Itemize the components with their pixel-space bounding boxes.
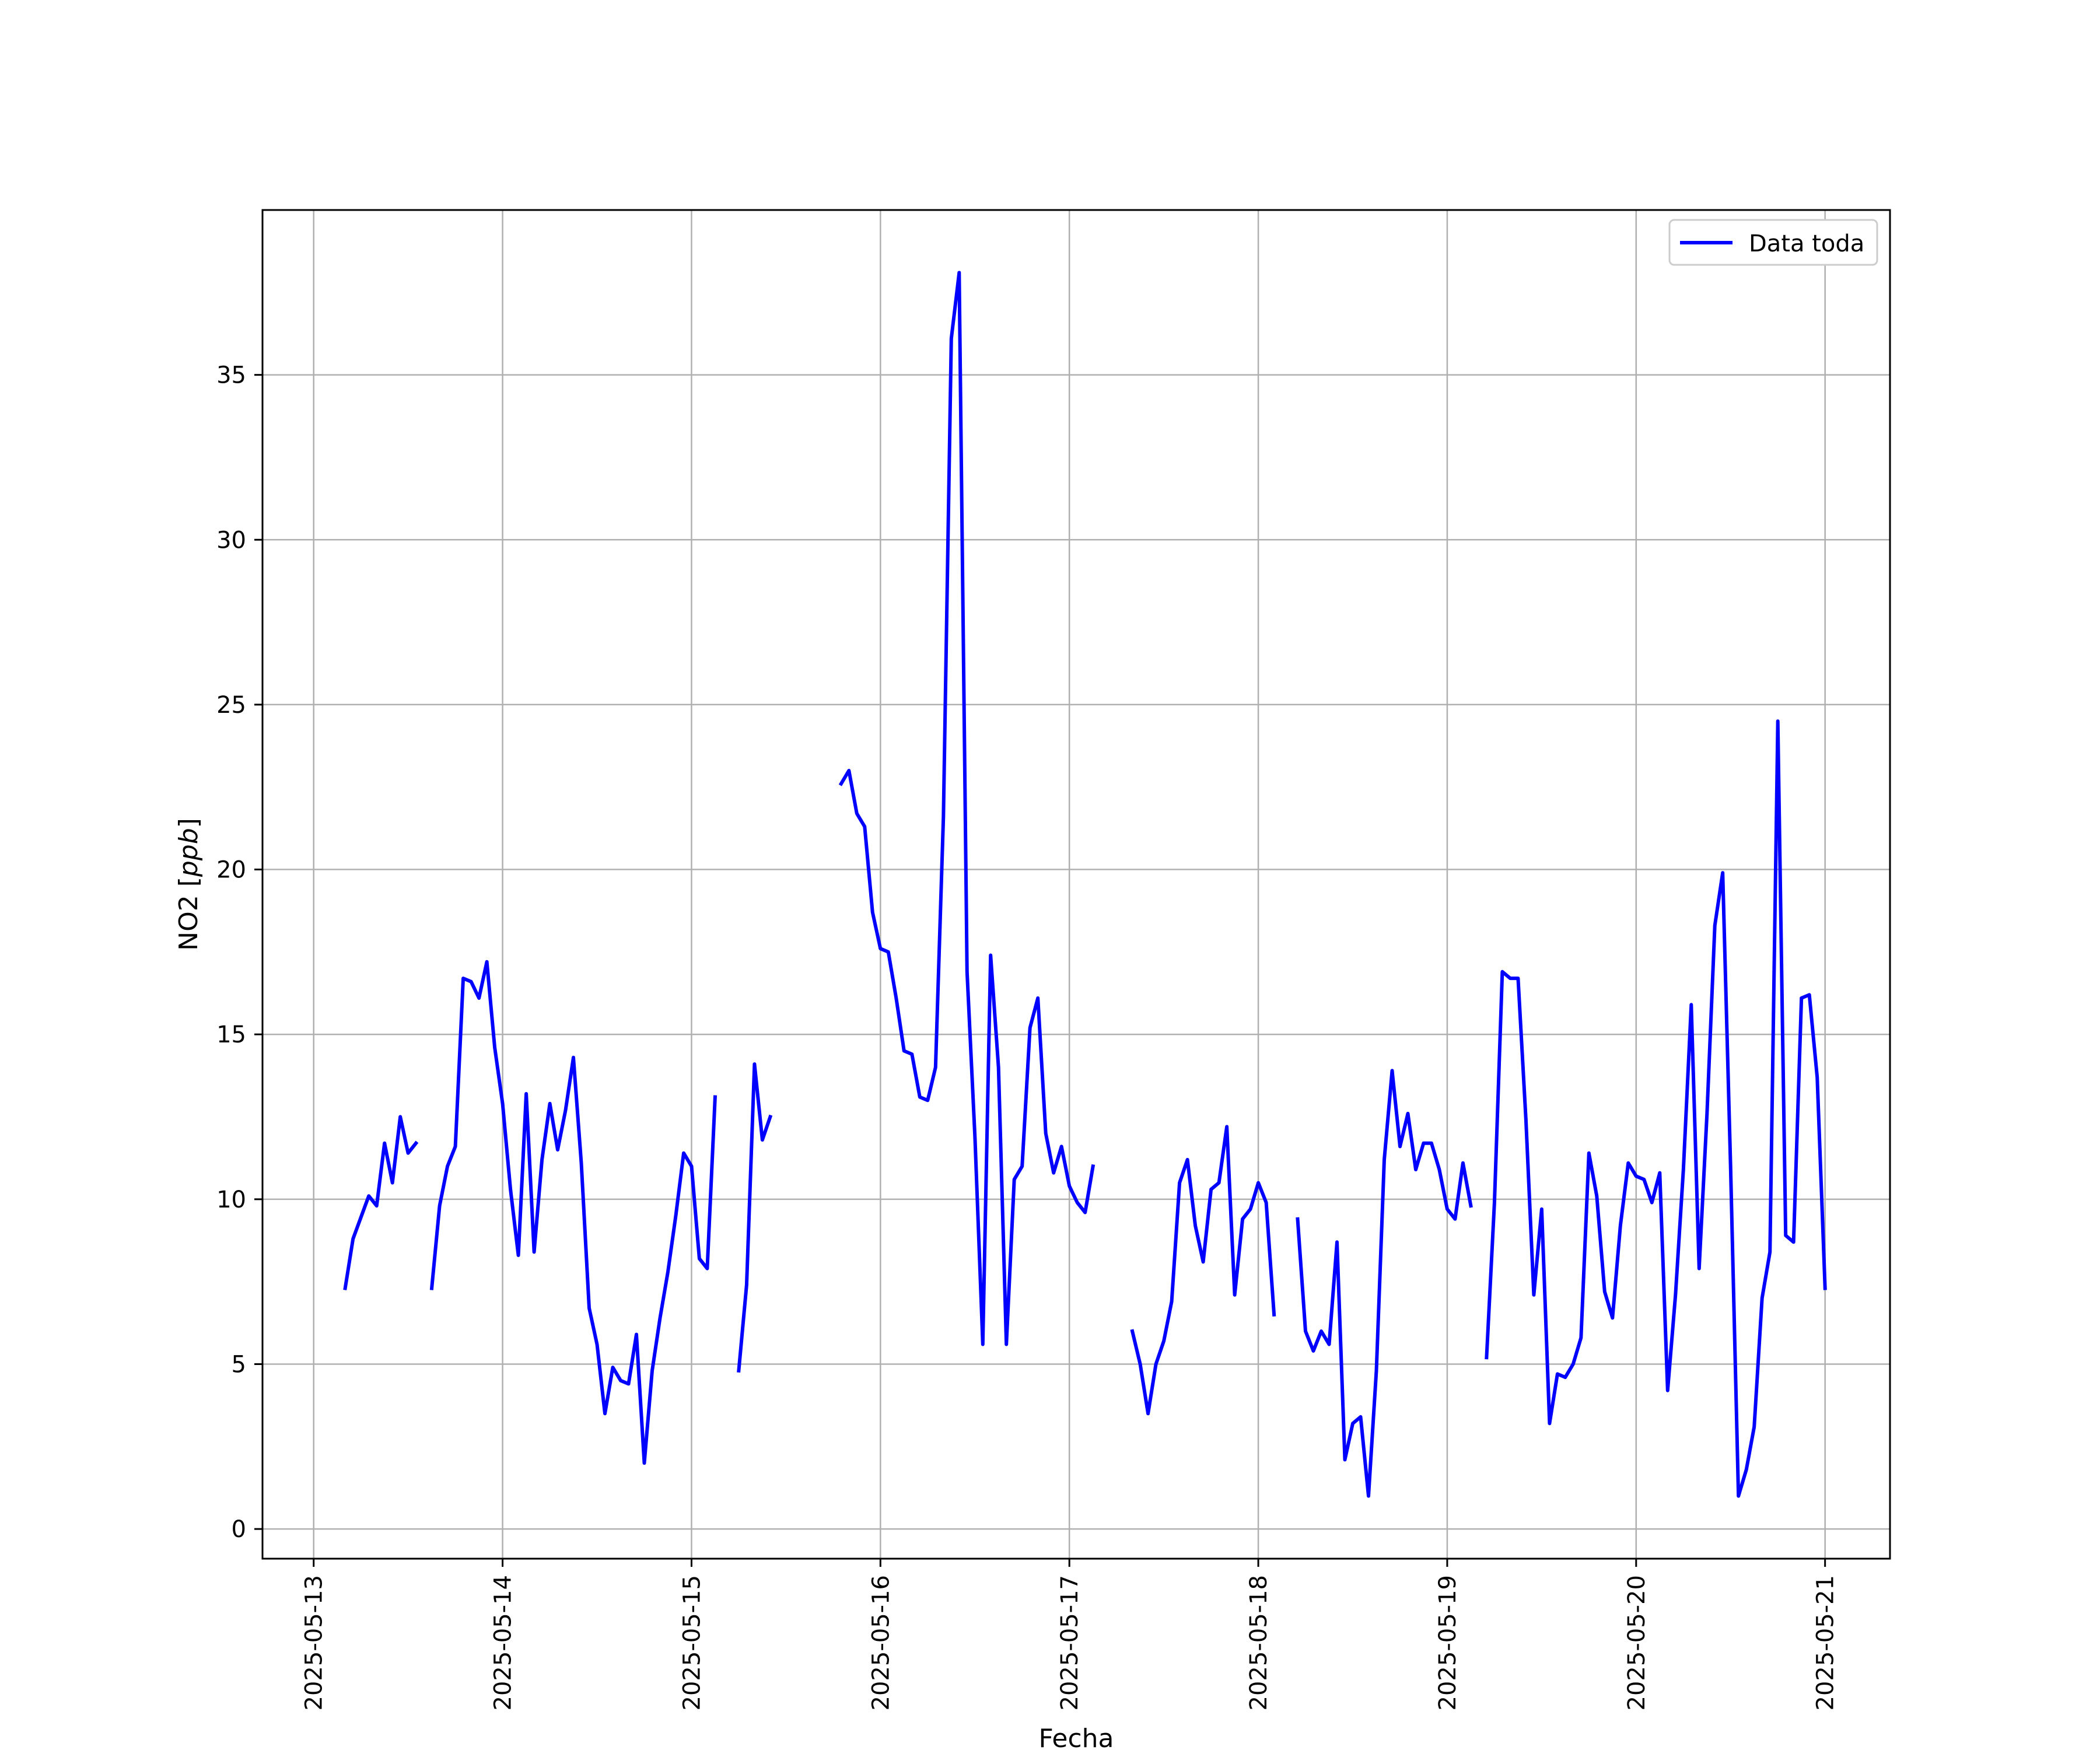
series-line-segment: [343, 1115, 419, 1290]
legend-label: Data toda: [1749, 230, 1864, 257]
series-line-segment: [838, 271, 1096, 1346]
series-group: [343, 271, 1827, 1498]
legend: Data toda: [1668, 219, 1878, 266]
y-tick-label: 30: [216, 527, 246, 554]
grid: [262, 210, 1890, 1559]
legend-box: [1668, 219, 1878, 266]
series-line-segment: [1485, 719, 1827, 1498]
y-tick-label: 10: [216, 1186, 246, 1213]
series-line-segment: [737, 1062, 773, 1373]
y-tick-label: 0: [232, 1516, 246, 1543]
y-tick-label: 25: [216, 692, 246, 719]
y-tick-label: 35: [216, 362, 246, 389]
ticks: 2025-05-13 2025-05-14 2025-05-15 2025-05-16…: [216, 362, 1839, 1711]
y-axis-label: NO2 [ppb]: [174, 818, 204, 951]
x-tick-label: 2025-05-21: [1812, 1575, 1839, 1710]
y-tick-label: 15: [216, 1021, 246, 1048]
x-tick-label: 2025-05-15: [678, 1575, 705, 1710]
y-tick-label: 5: [232, 1351, 246, 1378]
series-line-segment: [1130, 1125, 1276, 1416]
y-tick-label: 20: [216, 857, 246, 884]
x-tick-label: 2025-05-13: [301, 1575, 328, 1710]
x-tick-label: 2025-05-18: [1245, 1575, 1272, 1710]
x-tick-label: 2025-05-16: [867, 1575, 894, 1710]
x-axis-label: Fecha: [1038, 1724, 1114, 1750]
x-tick-label: 2025-05-17: [1056, 1575, 1083, 1710]
series-line-segment: [429, 960, 718, 1465]
x-tick-label: 2025-05-14: [490, 1575, 517, 1710]
plot-frame: [261, 209, 1891, 1560]
x-tick-label: 2025-05-19: [1434, 1575, 1461, 1710]
series-line-segment: [1296, 1069, 1473, 1498]
x-tick-label: 2025-05-20: [1623, 1575, 1650, 1710]
